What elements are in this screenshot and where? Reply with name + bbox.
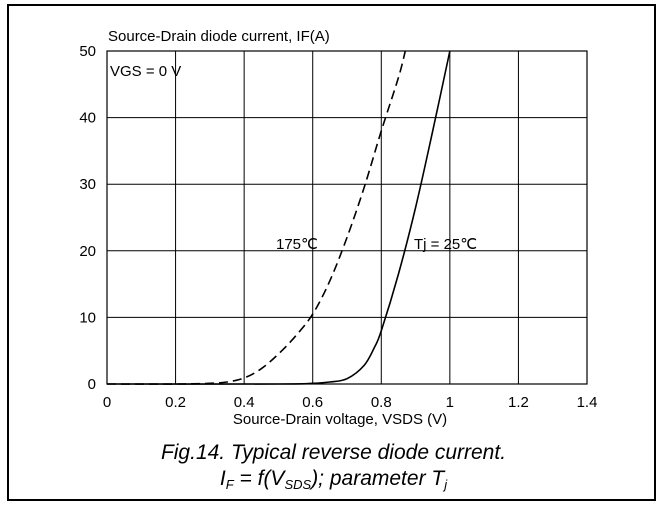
series-label-175: 175℃ <box>276 236 318 253</box>
x-tick-label: 0 <box>103 394 111 411</box>
figure-frame <box>7 4 656 501</box>
y-tick-label: 20 <box>79 243 96 260</box>
y-tick-label: 0 <box>88 376 96 393</box>
series-line-175 <box>106 50 407 385</box>
grid <box>107 51 587 384</box>
tick-labels: 0 0.2 0.4 0.6 0.8 1 1.2 1.4 0 10 20 30 40 50 <box>79 43 597 411</box>
x-tick-label: 0.8 <box>371 394 392 411</box>
series-group <box>106 50 451 385</box>
x-axis-label: Source-Drain voltage, VSDS (V) <box>233 411 447 428</box>
series-label-25: Tj = 25℃ <box>414 236 477 253</box>
vgs-annotation: VGS = 0 V <box>110 63 181 80</box>
y-tick-label: 30 <box>79 176 96 193</box>
x-tick-label: 0.6 <box>302 394 323 411</box>
caption-formula-part: I <box>219 467 226 490</box>
y-axis-label: Source-Drain diode current, IF(A) <box>108 28 330 45</box>
caption-title: Fig.14. Typical reverse diode current. <box>160 441 507 464</box>
series-line-25 <box>106 50 451 385</box>
caption-formula-part: = f(V <box>233 467 285 490</box>
x-tick-label: 1.4 <box>577 394 598 411</box>
y-tick-label: 10 <box>79 309 96 326</box>
x-tick-label: 0.2 <box>165 394 186 411</box>
x-tick-label: 1.2 <box>508 394 529 411</box>
plot-area <box>106 50 588 385</box>
x-tick-label: 1 <box>446 394 454 411</box>
figure-caption: Fig.14. Typical reverse diode current. I… <box>0 440 667 492</box>
x-tick-label: 0.4 <box>234 394 255 411</box>
caption-formula-sub: j <box>444 477 448 492</box>
caption-formula-sub: SDS <box>284 477 312 492</box>
caption-formula: IF = f(VSDS); parameter Tj <box>0 466 667 492</box>
y-tick-label: 50 <box>79 43 96 60</box>
caption-formula-sub: F <box>225 477 234 492</box>
y-tick-label: 40 <box>79 110 96 127</box>
caption-formula-part: ); parameter T <box>311 467 445 490</box>
